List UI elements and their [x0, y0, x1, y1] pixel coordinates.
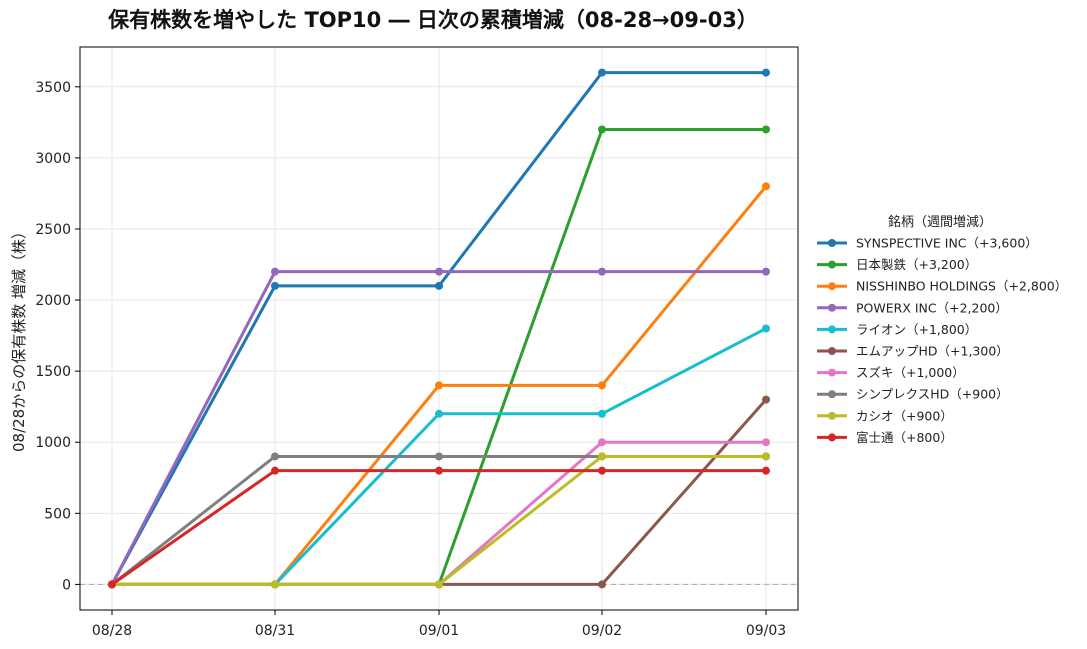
data-point — [762, 125, 770, 134]
y-axis: 0 500 1000 1500 2000 2500 3000 3500 — [35, 80, 80, 593]
data-point — [271, 281, 279, 290]
data-point — [598, 466, 606, 475]
legend-entry: 日本製鉄（+3,200） — [817, 257, 977, 272]
data-point — [435, 466, 443, 475]
data-point — [598, 452, 606, 461]
data-point — [762, 182, 770, 191]
legend-label: スズキ（+1,000） — [856, 365, 965, 380]
legend-marker — [828, 411, 836, 420]
legend-label: POWERX INC（+2,200） — [856, 300, 1008, 315]
series-1 — [108, 68, 770, 589]
legend-label: 日本製鉄（+3,200） — [856, 257, 977, 272]
data-point — [435, 267, 443, 276]
legend-entry: ライオン（+1,800） — [817, 322, 977, 337]
data-point — [762, 68, 770, 77]
legend-label: カシオ（+900） — [856, 408, 953, 423]
data-point — [435, 452, 443, 461]
data-point — [271, 452, 279, 461]
data-point — [762, 466, 770, 475]
data-point — [435, 381, 443, 390]
data-point — [435, 409, 443, 418]
data-point — [762, 452, 770, 461]
legend-marker — [828, 368, 836, 377]
legend-entry: SYNSPECTIVE INC（+3,600） — [817, 236, 1038, 251]
chart-title: 保有株数を増やした TOP10 ― 日次の累積増減（08-28→09-03） — [107, 8, 758, 32]
data-point — [762, 267, 770, 276]
data-point — [271, 267, 279, 276]
y-tick-label: 500 — [44, 506, 71, 522]
data-point — [271, 466, 279, 475]
legend-marker — [828, 303, 836, 312]
legend-marker — [828, 325, 836, 334]
legend-label: ライオン（+1,800） — [856, 322, 977, 337]
data-point — [598, 580, 606, 589]
legend-label: NISSHINBO HOLDINGS（+2,800） — [856, 279, 1067, 294]
legend-title: 銘柄（週間増減） — [888, 214, 992, 230]
data-point — [598, 409, 606, 418]
data-point — [598, 68, 606, 77]
legend-label: 富士通（+800） — [856, 430, 953, 445]
legend-marker — [828, 433, 836, 442]
series-4 — [108, 267, 770, 589]
legend-label: SYNSPECTIVE INC（+3,600） — [856, 236, 1038, 251]
legend-marker — [828, 239, 836, 247]
legend-marker — [828, 282, 836, 291]
y-tick-label: 1500 — [35, 364, 71, 380]
data-point — [435, 281, 443, 290]
legend-entry: シンプレクスHD（+900） — [817, 387, 1009, 402]
x-tick-label: 08/31 — [255, 623, 295, 639]
legend-entry: エムアップHD（+1,300） — [817, 344, 1009, 359]
y-axis-label: 08/28からの保有株数 増減（株） — [10, 224, 28, 452]
series-9 — [108, 452, 770, 589]
y-tick-label: 3500 — [35, 80, 71, 96]
legend-label: シンプレクスHD（+900） — [856, 387, 1009, 402]
data-point — [762, 438, 770, 447]
data-point — [762, 395, 770, 404]
data-point — [108, 580, 116, 589]
legend-entry: 富士通（+800） — [817, 430, 953, 445]
legend-entry: NISSHINBO HOLDINGS（+2,800） — [817, 279, 1067, 294]
data-point — [271, 580, 279, 589]
data-point — [598, 267, 606, 276]
data-point — [598, 438, 606, 447]
series-10 — [108, 466, 770, 589]
legend-entry: スズキ（+1,000） — [817, 365, 965, 380]
legend-entry: POWERX INC（+2,200） — [817, 300, 1008, 315]
legend: 銘柄（週間増減） SYNSPECTIVE INC（+3,600） 日本製鉄（+3,… — [817, 214, 1067, 445]
data-point — [435, 580, 443, 589]
y-tick-label: 3000 — [35, 151, 71, 167]
legend-marker — [828, 260, 836, 269]
x-tick-label: 09/03 — [746, 623, 786, 639]
x-tick-label: 09/01 — [419, 623, 459, 639]
y-tick-label: 2000 — [35, 293, 71, 309]
data-point — [598, 381, 606, 390]
legend-marker — [828, 390, 836, 399]
legend-entry: カシオ（+900） — [817, 408, 953, 423]
data-point — [762, 324, 770, 333]
series-layer — [108, 68, 770, 589]
legend-label: エムアップHD（+1,300） — [856, 344, 1009, 359]
data-point — [598, 125, 606, 134]
y-tick-label: 1000 — [35, 435, 71, 451]
x-tick-label: 09/02 — [582, 623, 622, 639]
y-tick-label: 0 — [62, 577, 71, 593]
x-axis: 08/28 08/31 09/01 09/02 09/03 — [92, 610, 786, 639]
y-tick-label: 2500 — [35, 222, 71, 238]
legend-marker — [828, 347, 836, 355]
x-tick-label: 08/28 — [92, 623, 132, 639]
